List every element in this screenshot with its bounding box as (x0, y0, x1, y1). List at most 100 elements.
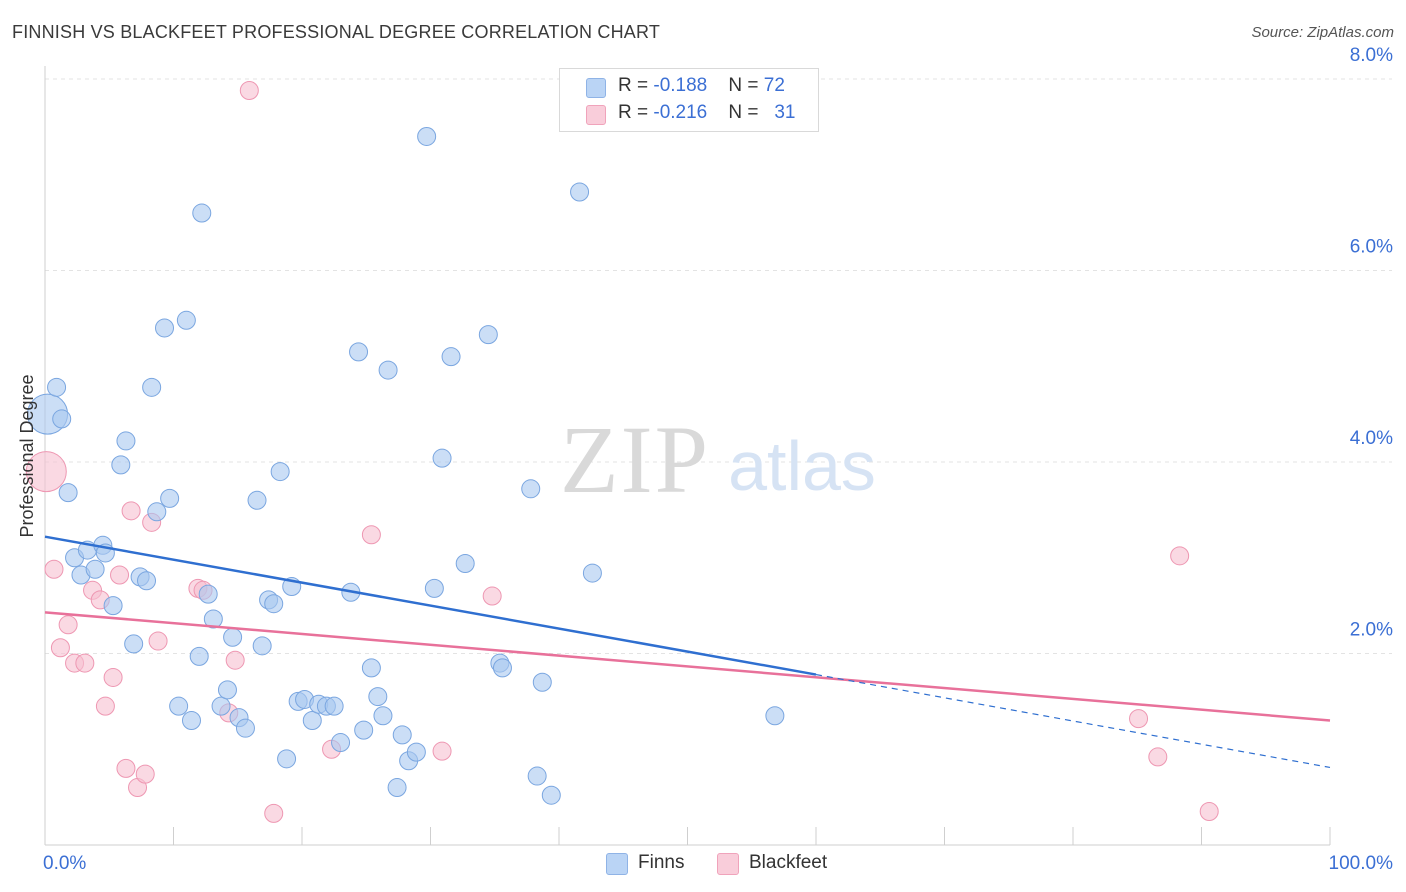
finns-points (27, 126, 785, 805)
blackfeet-point (239, 80, 259, 100)
y-tick-label: 4.0% (1350, 428, 1393, 449)
blackfeet-point (75, 653, 95, 673)
blackfeet-point (482, 586, 502, 606)
blackfeet-point (110, 565, 130, 585)
finns-point (155, 318, 175, 338)
finns-point (52, 409, 72, 429)
finns-point (169, 696, 189, 716)
finns-point (302, 711, 322, 731)
x-tick-label-max: 100.0% (1329, 853, 1394, 874)
finns-point (455, 553, 475, 573)
y-axis-label: Professional Degree (17, 374, 37, 537)
finns-point (478, 325, 498, 345)
finns-point (103, 596, 123, 616)
blackfeet-trend-line (44, 611, 1331, 722)
finns-point (189, 646, 209, 666)
watermark-atlas: atlas (728, 427, 876, 505)
y-tick-label: 6.0% (1350, 237, 1393, 258)
blackfeet-point (25, 451, 67, 493)
finns-point (349, 342, 369, 362)
finns-point (424, 578, 444, 598)
finns-point (192, 203, 212, 223)
trend-lines (44, 535, 1331, 769)
blackfeet-swatch (586, 105, 606, 125)
blackfeet-point (432, 741, 452, 761)
finns-point (441, 347, 461, 367)
finns-point (264, 594, 284, 614)
blackfeet-point (361, 525, 381, 545)
finns-point (181, 711, 201, 731)
blackfeet-point (1170, 546, 1190, 566)
finns-point (387, 778, 407, 798)
blackfeet-point (116, 758, 136, 778)
finns-point (203, 609, 223, 629)
finns-point (247, 490, 267, 510)
finns-point (417, 126, 437, 146)
blackfeet-legend-swatch (717, 853, 739, 875)
blackfeet-point (103, 667, 123, 687)
finns-point (492, 658, 512, 678)
finns-point (252, 636, 272, 656)
blackfeet-point (225, 650, 245, 670)
tick-labels: 2.0% 4.0% 6.0% 8.0% 0.0% 100.0% (43, 45, 1393, 874)
finns-point (406, 742, 426, 762)
source-label: Source: ZipAtlas.com (1251, 24, 1394, 41)
watermark: ZIP atlas (560, 406, 876, 513)
finns-point (331, 733, 351, 753)
legend-finns-text: R = -0.188 N = 72 (618, 75, 785, 96)
finns-point (432, 448, 452, 468)
finns-point (198, 584, 218, 604)
chart-title: FINNISH VS BLACKFEET PROFESSIONAL DEGREE… (12, 22, 661, 42)
finns-point (373, 706, 393, 726)
finns-point (392, 725, 412, 745)
finns-point (58, 483, 78, 503)
legend-blackfeet-text: R = -0.216 N = 31 (618, 102, 796, 123)
grid-lines (45, 78, 1392, 654)
finns-point (217, 680, 237, 700)
finns-point (176, 310, 196, 330)
finns-point (85, 559, 105, 579)
finns-point (142, 377, 162, 397)
watermark-zip: ZIP (560, 406, 710, 513)
stats-legend: R = -0.188 N = 72 R = -0.216 N = 31 (559, 68, 819, 132)
y-tick-label: 8.0% (1350, 45, 1393, 66)
finns-point (223, 627, 243, 647)
finns-swatch (586, 78, 606, 98)
finns-trend-line (44, 535, 817, 676)
blackfeet-point (95, 696, 115, 716)
finns-trend-extension (815, 673, 1331, 769)
y-tick-label: 2.0% (1350, 620, 1393, 641)
blackfeet-point (1148, 747, 1168, 767)
finns-point (270, 462, 290, 482)
blackfeet-point (121, 501, 141, 521)
blackfeet-point (148, 631, 168, 651)
blackfeet-point (264, 803, 284, 823)
blackfeet-point (58, 615, 78, 635)
finns-point (527, 766, 547, 786)
finns-point (111, 455, 131, 475)
finns-point (147, 502, 167, 522)
blackfeet-point (50, 638, 70, 658)
finns-point (137, 571, 157, 591)
finns-point (47, 377, 67, 397)
finns-point (361, 658, 381, 678)
blackfeet-point (44, 559, 64, 579)
finns-point (765, 706, 785, 726)
finns-point (324, 696, 344, 716)
finns-point (211, 696, 231, 716)
finns-legend-swatch (606, 853, 628, 875)
finns-point (124, 634, 144, 654)
finns-point (277, 749, 297, 769)
finns-point (570, 182, 590, 202)
finns-legend-label: Finns (638, 852, 685, 873)
finns-point (378, 360, 398, 380)
finns-point (160, 488, 180, 508)
blackfeet-point (135, 764, 155, 784)
finns-point (541, 785, 561, 805)
blackfeet-legend-label: Blackfeet (749, 852, 828, 873)
finns-point (116, 431, 136, 451)
blackfeet-point (1129, 709, 1149, 729)
finns-point (368, 687, 388, 707)
blackfeet-point (1199, 801, 1219, 821)
